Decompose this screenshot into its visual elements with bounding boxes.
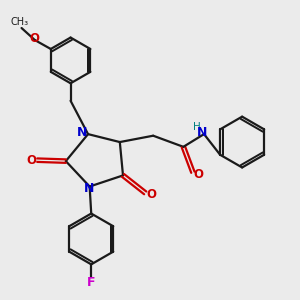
Text: O: O [29,32,39,45]
Text: H: H [193,122,201,132]
Text: O: O [146,188,156,201]
Text: N: N [77,126,88,139]
Text: O: O [26,154,37,167]
Text: O: O [194,168,204,181]
Text: CH₃: CH₃ [11,17,29,27]
Text: N: N [83,182,94,195]
Text: N: N [197,126,208,139]
Text: F: F [87,276,95,289]
